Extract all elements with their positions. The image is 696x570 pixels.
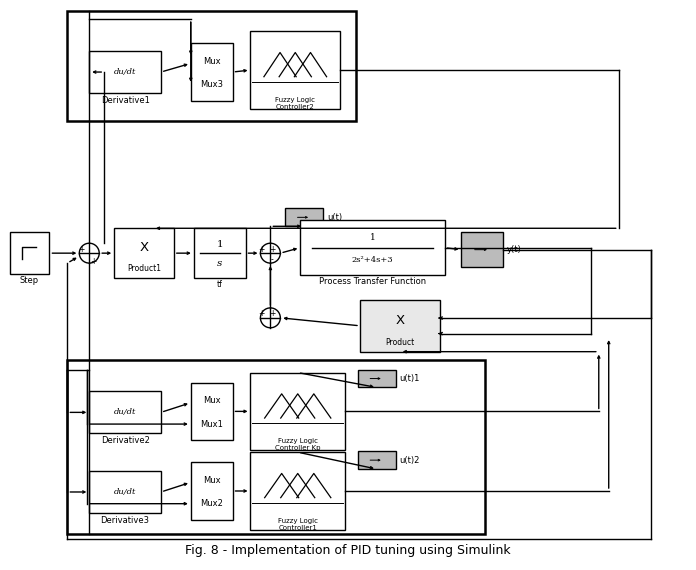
Text: Fuzzy Logic
Controller1: Fuzzy Logic Controller1 [278,518,318,531]
Text: du/dt: du/dt [114,68,136,76]
Text: Mux1: Mux1 [200,420,223,429]
Text: Mux: Mux [203,397,221,405]
Text: Process Transfer Function: Process Transfer Function [319,276,426,286]
Text: Derivative2: Derivative2 [101,436,150,445]
Text: +: + [269,310,276,319]
Bar [285,209,323,226]
Bar [68,11,356,121]
Bar [191,43,232,101]
Text: u(t): u(t) [327,213,342,222]
Bar [10,232,49,274]
Bar [89,51,161,93]
Text: Fuzzy Logic
Controller Kp: Fuzzy Logic Controller Kp [275,438,320,451]
Text: Derivative3: Derivative3 [101,516,150,525]
Bar [358,451,396,469]
Text: -: - [271,255,274,264]
Text: +: + [90,256,97,266]
Text: Mux: Mux [203,57,221,66]
Bar [114,228,174,278]
Text: +: + [258,310,264,319]
Text: 1: 1 [370,233,375,242]
Text: y(t): y(t) [507,245,522,254]
Bar [300,221,445,275]
Bar [251,31,340,109]
Text: Product: Product [385,338,414,347]
Bar [251,452,345,530]
Bar [193,228,246,278]
Bar [461,232,503,267]
Text: +: + [269,245,276,254]
Text: Mux2: Mux2 [200,499,223,508]
Text: s: s [217,259,222,267]
Text: 2s²+4s+3: 2s²+4s+3 [351,256,393,264]
Bar [251,373,345,450]
Text: Mux3: Mux3 [200,80,223,89]
Text: Fuzzy Logic
Controller2: Fuzzy Logic Controller2 [275,97,315,110]
Bar [68,360,485,534]
Bar [358,369,396,388]
Text: Mux: Mux [203,476,221,485]
Text: Derivative1: Derivative1 [101,96,150,105]
Text: +: + [78,245,84,254]
Bar [89,392,161,433]
Text: tf: tf [216,279,223,288]
Text: u(t)1: u(t)1 [400,374,420,383]
Text: u(t)2: u(t)2 [400,455,420,465]
Text: X: X [395,314,404,327]
Text: Step: Step [20,275,39,284]
Bar [191,462,232,520]
Bar [191,382,232,440]
Text: du/dt: du/dt [114,488,136,496]
Text: Product1: Product1 [127,263,161,272]
Text: 1: 1 [216,240,223,249]
Bar [360,300,440,352]
Text: +: + [258,245,264,254]
Text: Fig. 8 - Implementation of PID tuning using Simulink: Fig. 8 - Implementation of PID tuning us… [185,544,511,557]
Text: X: X [139,241,148,254]
Bar [89,471,161,513]
Text: du/dt: du/dt [114,408,136,416]
